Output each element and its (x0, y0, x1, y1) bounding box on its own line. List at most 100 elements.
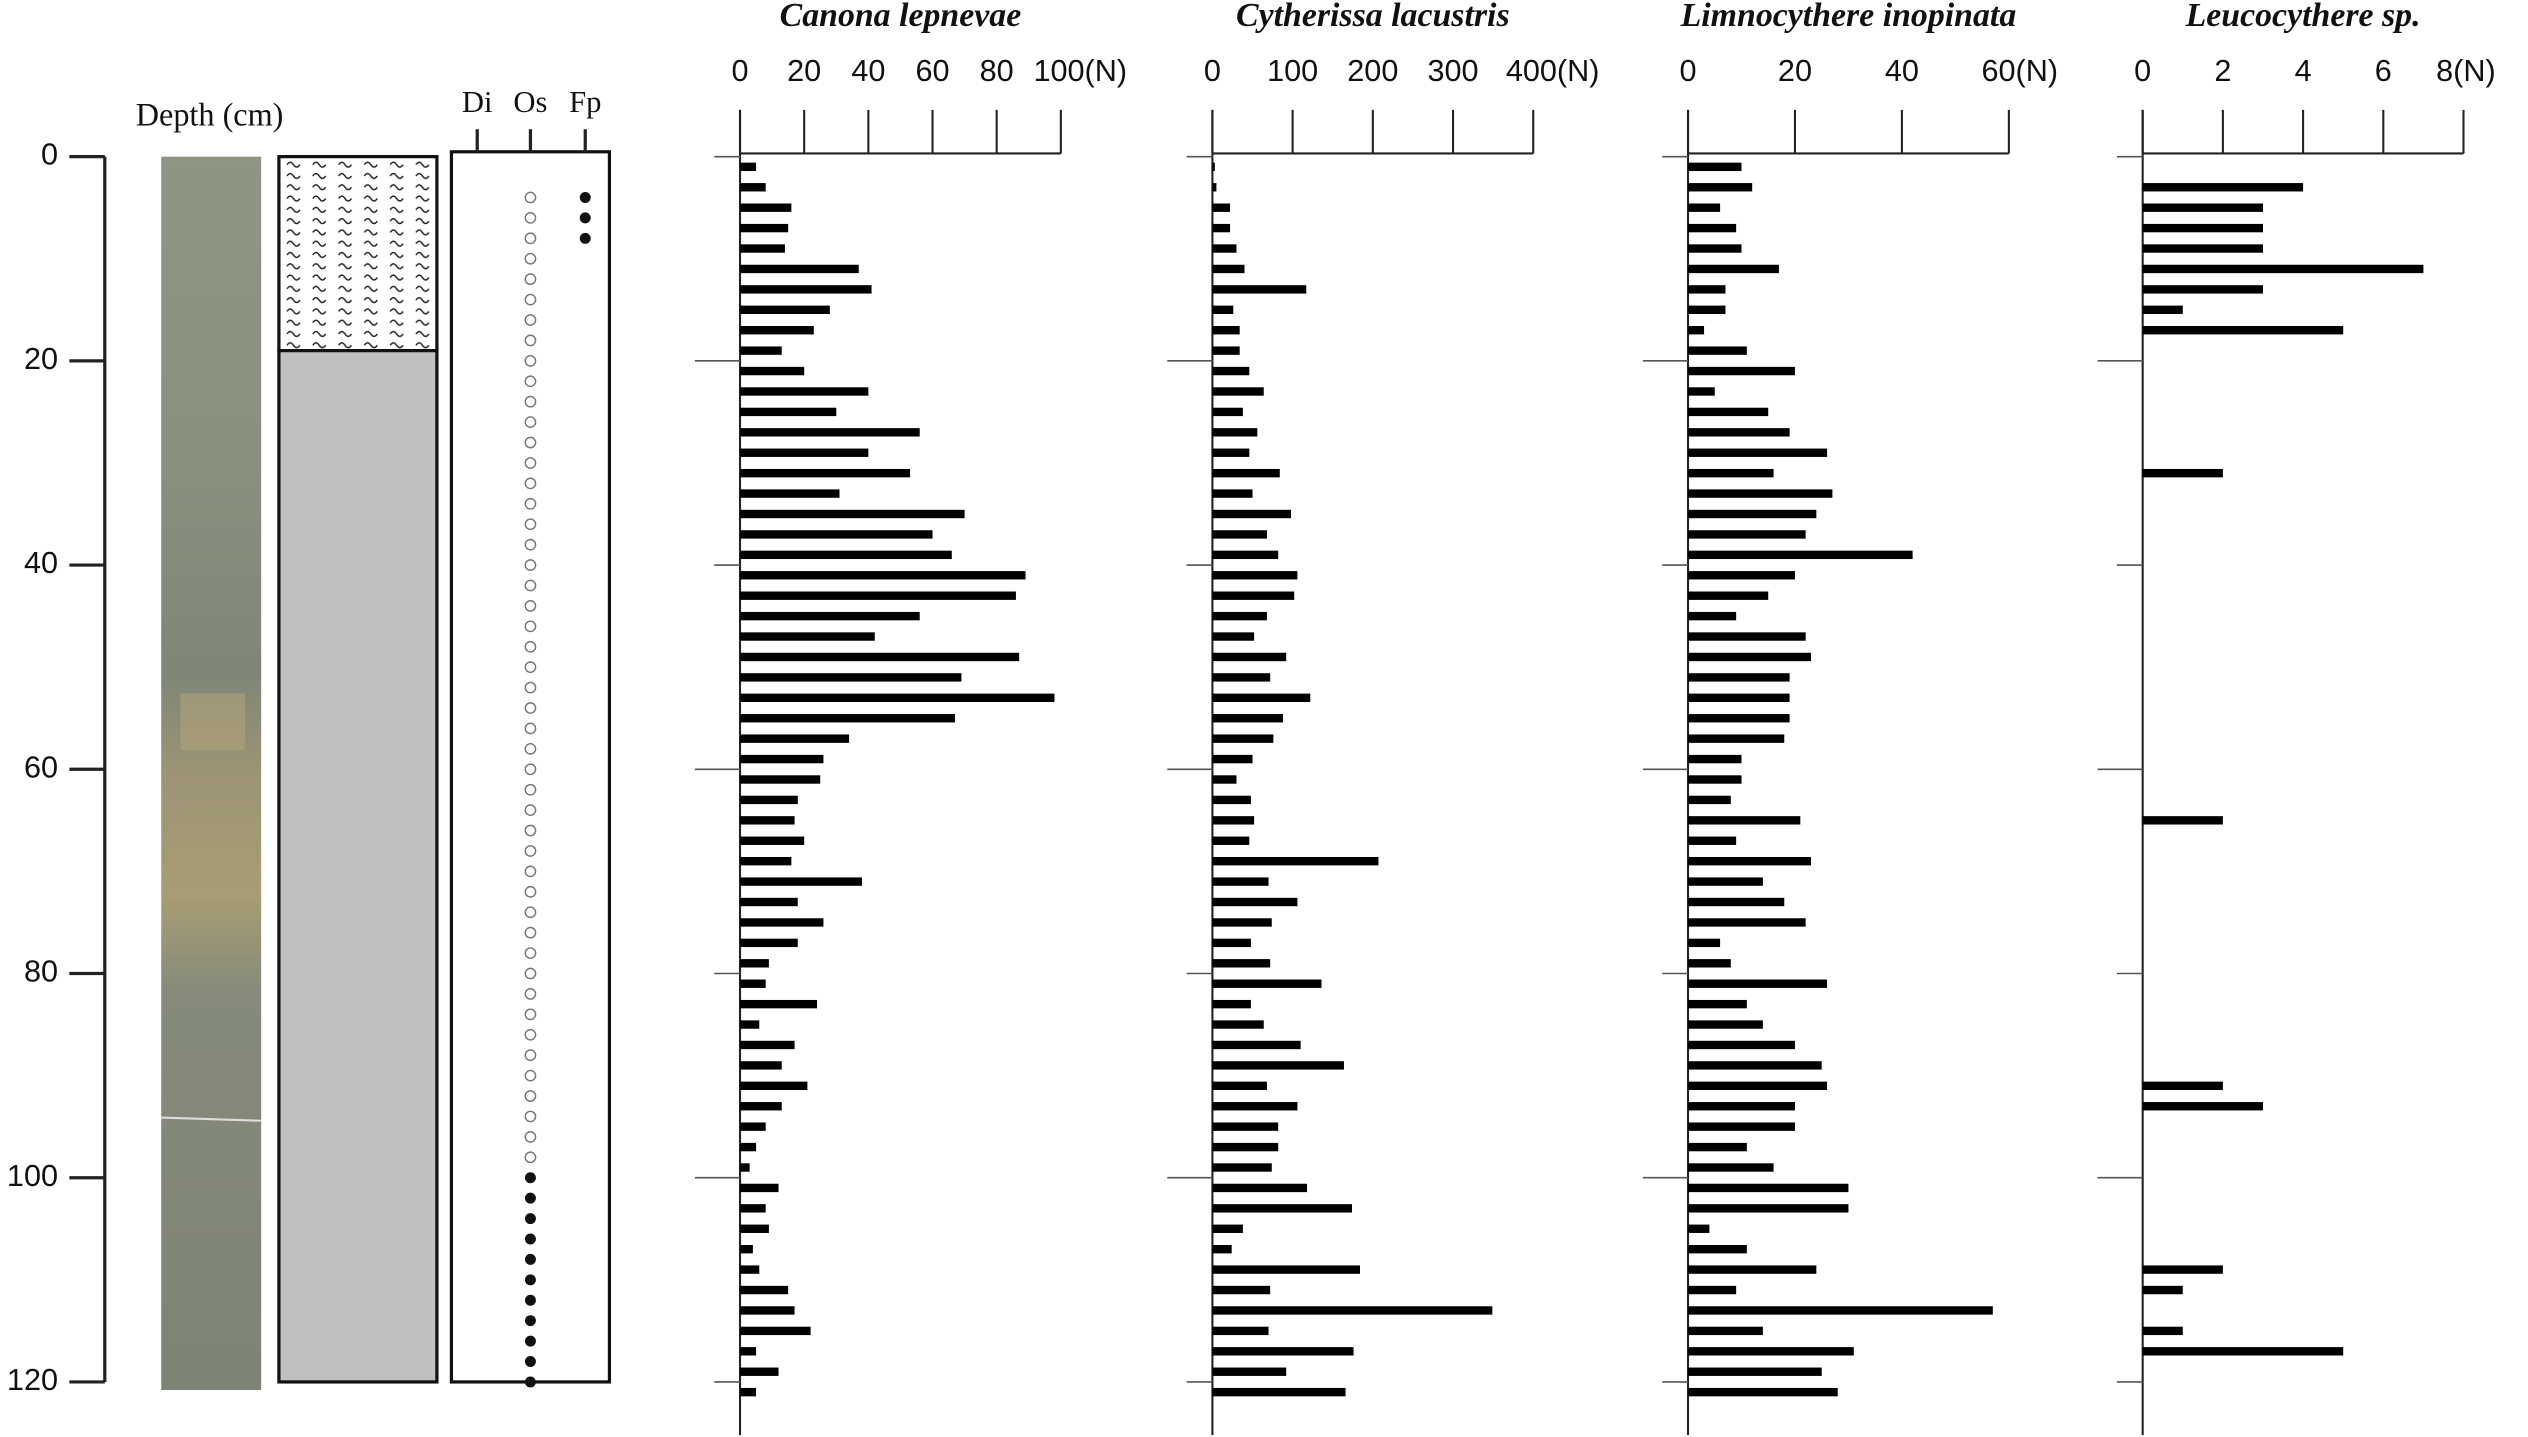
bar (1688, 1306, 1993, 1315)
indicator-open (524, 518, 537, 531)
x-tick-label: 20 (787, 54, 821, 88)
indicator-filled (524, 1233, 536, 1245)
bar (1688, 652, 1812, 662)
bar (1688, 611, 1737, 621)
indicator-open (524, 947, 537, 959)
bar (1688, 1265, 1817, 1274)
bar (1688, 203, 1721, 212)
bar (1212, 1142, 1279, 1152)
bar (1212, 489, 1253, 498)
indicator-open (524, 1069, 537, 1082)
bar (740, 244, 785, 253)
x-tick-label: 300 (1427, 54, 1478, 88)
bar (2142, 1285, 2183, 1295)
indicator-filled (524, 1253, 536, 1265)
x-tick-label: 80 (980, 54, 1014, 88)
depth-tick-label: 80 (24, 955, 58, 989)
bar (1212, 1183, 1308, 1193)
bar (1212, 999, 1251, 1009)
bar (2142, 1102, 2263, 1111)
bar (740, 223, 789, 233)
panel-title: Canona lepnevae (780, 0, 1022, 34)
bar (1212, 1122, 1279, 1131)
x-tick-label: 100 (1267, 54, 1318, 88)
indicator-open (524, 314, 537, 326)
bar (740, 999, 818, 1009)
bar (740, 1081, 808, 1091)
bar (1212, 1081, 1267, 1091)
bar (1688, 979, 1828, 988)
depth-tick-label: 60 (24, 750, 58, 784)
bar (1212, 1367, 1287, 1376)
bar (1212, 468, 1280, 478)
indicator-open (524, 783, 537, 796)
bar (740, 856, 792, 866)
bar (1688, 856, 1812, 866)
bar (1212, 816, 1255, 825)
x-tick-label: 20 (1778, 54, 1812, 88)
bar (740, 285, 872, 294)
bar (1212, 693, 1311, 703)
bar (1212, 571, 1298, 580)
indicator-open (524, 273, 537, 286)
bar (1212, 1306, 1493, 1315)
bar (1688, 428, 1790, 437)
bar (1212, 285, 1307, 294)
x-tick-label: 4 (2295, 54, 2312, 88)
bar (1212, 918, 1272, 927)
bar (740, 1102, 782, 1111)
indicator-open (524, 579, 537, 592)
bar (740, 959, 769, 968)
bar (740, 203, 792, 212)
bar (740, 1020, 760, 1029)
bar (740, 1040, 795, 1050)
bar (1688, 264, 1779, 274)
bar (1212, 897, 1298, 907)
bar (740, 183, 766, 192)
bar (740, 693, 1055, 703)
bar (1212, 591, 1295, 600)
bar (740, 305, 830, 314)
bar (2142, 816, 2223, 825)
indicator-open (524, 967, 537, 980)
bar (740, 1061, 782, 1070)
bar (1212, 673, 1271, 682)
bar (2142, 264, 2424, 274)
bar (740, 754, 824, 764)
bar (2142, 1265, 2223, 1274)
indicator-open (524, 1028, 537, 1041)
indicator-filled (579, 232, 591, 244)
indicator-filled (524, 1213, 536, 1225)
indicator-filled (524, 1192, 536, 1204)
bar (740, 795, 798, 805)
bar (1688, 183, 1753, 192)
bar (1688, 734, 1785, 743)
bar (1688, 714, 1790, 723)
bar (1212, 1265, 1360, 1274)
bar (1688, 816, 1801, 825)
bar (1212, 326, 1240, 335)
bar (740, 264, 859, 274)
bar (1688, 632, 1806, 641)
bar (740, 1224, 769, 1233)
depth-label: Depth (cm) (136, 96, 284, 132)
bar (1688, 999, 1747, 1009)
x-tick-label: 200 (1347, 54, 1398, 88)
depth-tick-label: 40 (24, 546, 58, 580)
indicator-open (524, 191, 537, 204)
bar (740, 468, 911, 478)
indicator-open (524, 661, 537, 674)
bar (1688, 1122, 1795, 1131)
bar (1688, 223, 1737, 233)
bar (1212, 959, 1271, 968)
bar (740, 734, 850, 743)
bar (1688, 1387, 1838, 1397)
bar (740, 877, 862, 886)
bar (1688, 673, 1790, 682)
bar (1212, 305, 1234, 314)
bar (1212, 877, 1269, 886)
bar (1688, 509, 1817, 519)
indicator-open (524, 926, 537, 939)
x-tick-label: 0 (731, 54, 748, 88)
indicator-filled (524, 1172, 536, 1184)
